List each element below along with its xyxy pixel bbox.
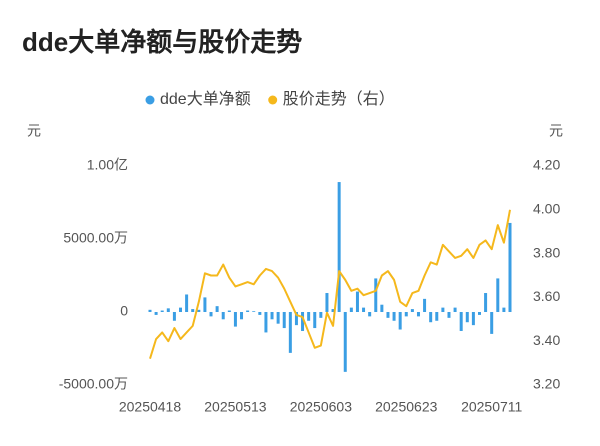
bar	[429, 312, 433, 323]
bar	[203, 297, 207, 312]
bar	[453, 307, 457, 312]
bar	[179, 307, 183, 312]
bar	[380, 304, 384, 312]
bar	[423, 298, 427, 312]
bar	[148, 309, 152, 312]
bar	[398, 312, 402, 330]
x-tick-label: 20250623	[375, 399, 438, 415]
bar	[319, 312, 323, 318]
y2-tick-label: 3.80	[533, 244, 560, 260]
bar	[349, 307, 353, 312]
bar	[484, 293, 488, 312]
bar	[459, 312, 463, 331]
bar	[374, 278, 378, 312]
chart-title: dde大单净额与股价走势	[22, 27, 302, 57]
bar	[343, 312, 347, 372]
x-tick-label: 20250711	[461, 399, 522, 415]
bar	[233, 312, 237, 327]
x-tick-label: 20250418	[119, 399, 182, 415]
legend-label: 股价走势（右）	[283, 90, 395, 108]
bar	[307, 312, 311, 321]
bar	[154, 312, 158, 315]
bar	[471, 312, 475, 326]
bar	[435, 312, 439, 321]
bar	[508, 222, 512, 312]
y2-tick-label: 3.20	[533, 376, 560, 392]
bar	[221, 312, 225, 320]
y2-axis-label: 元	[549, 123, 563, 139]
y2-tick-label: 3.40	[533, 332, 560, 348]
bar	[404, 312, 408, 317]
y-axis-label: 元	[27, 123, 41, 139]
bar	[294, 312, 298, 326]
legend-marker	[145, 95, 155, 105]
bar	[160, 310, 164, 312]
bar	[337, 182, 341, 312]
legend-label: dde大单净额	[160, 90, 251, 108]
bar	[410, 309, 414, 312]
bar	[191, 309, 195, 312]
bar	[496, 278, 500, 312]
bar	[276, 312, 280, 324]
bar	[258, 312, 262, 315]
bar	[282, 312, 286, 329]
y-tick-label: 5000.00万	[63, 230, 128, 246]
y-tick-label: 0	[120, 303, 128, 319]
bar	[392, 312, 396, 321]
bar	[209, 312, 213, 317]
y2-tick-label: 4.20	[533, 157, 560, 173]
y2-tick-label: 3.60	[533, 288, 560, 304]
bar	[386, 312, 390, 318]
bar	[355, 291, 359, 312]
x-tick-label: 20250513	[204, 399, 267, 415]
bar	[313, 312, 317, 329]
y-tick-label: 1.00亿	[87, 157, 128, 173]
bar	[197, 309, 201, 312]
bar	[215, 306, 219, 312]
bar	[416, 312, 420, 317]
y2-tick-label: 4.00	[533, 201, 560, 217]
bar	[325, 293, 329, 312]
x-tick-label: 20250603	[290, 399, 353, 415]
bar	[288, 312, 292, 353]
bar	[185, 294, 189, 312]
bar	[270, 312, 274, 320]
bar	[502, 307, 506, 312]
bar	[447, 312, 451, 318]
bar	[166, 308, 170, 312]
bar	[301, 312, 305, 331]
bar	[240, 312, 244, 320]
bar	[490, 312, 494, 334]
bar	[465, 312, 469, 323]
price-line	[149, 209, 511, 360]
legend-marker	[268, 95, 278, 105]
bar	[252, 311, 256, 312]
bar	[477, 312, 481, 315]
y-tick-label: -5000.00万	[59, 376, 128, 392]
bar	[368, 312, 372, 317]
bar	[246, 310, 250, 312]
bar	[362, 307, 366, 312]
bar	[172, 312, 176, 321]
bar	[441, 307, 445, 312]
bar	[331, 309, 335, 312]
bar	[227, 310, 231, 312]
bar	[264, 312, 268, 333]
